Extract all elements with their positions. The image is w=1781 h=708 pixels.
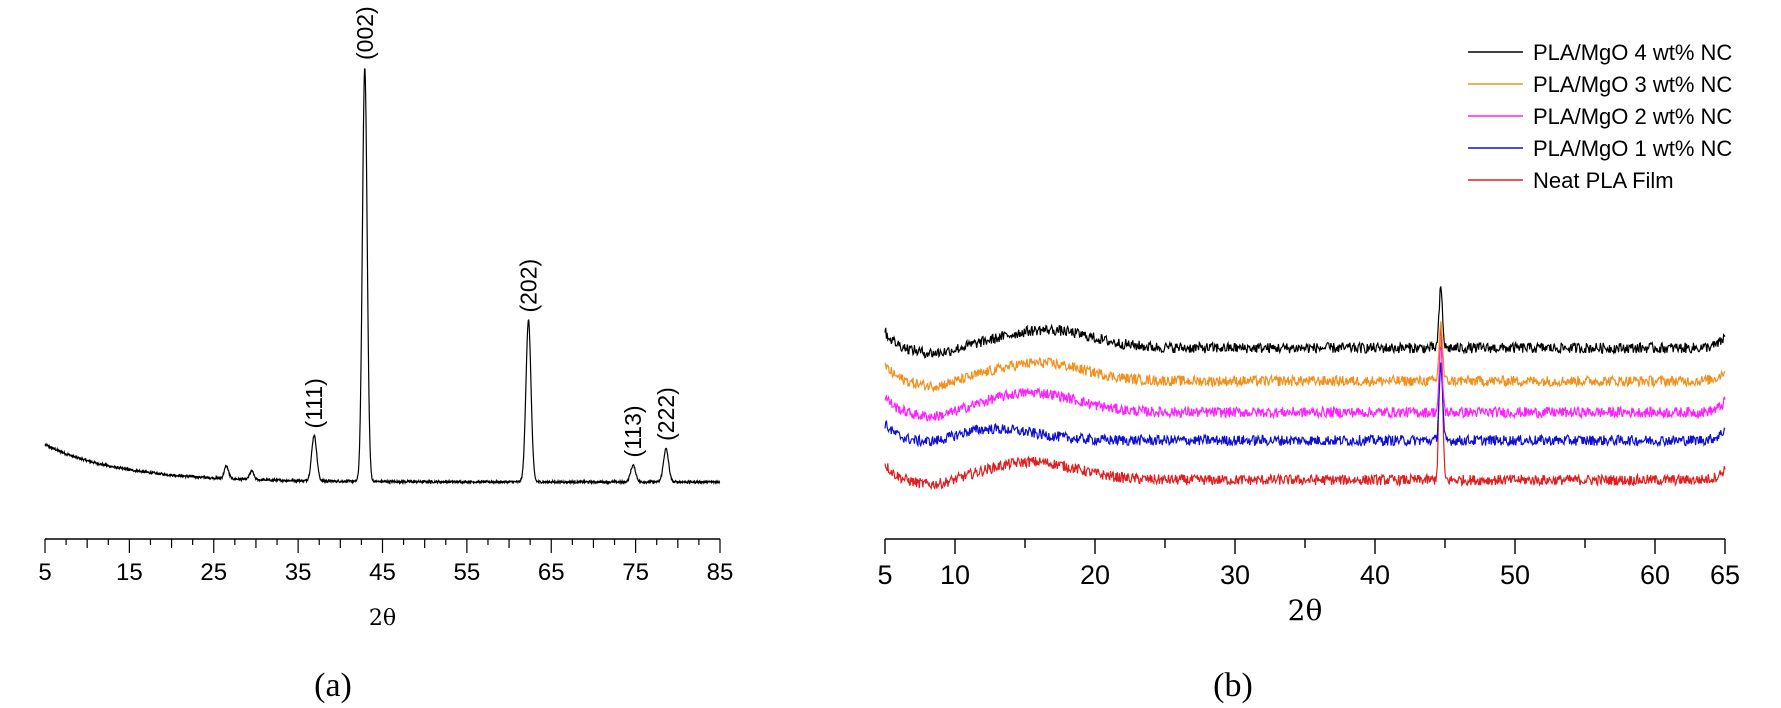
- panel-a-x-tick-label: 75: [622, 559, 649, 586]
- panel-b-x-tick-label: 30: [1220, 560, 1250, 590]
- panel-a-chart: 5 15 25 35 45 55 65 75 85 (111) (002) (202) (113) (2…: [38, 6, 733, 704]
- legend-label: PLA/MgO 1 wt% NC: [1533, 136, 1732, 161]
- panel-a-x-tick-label: 85: [707, 559, 734, 586]
- panel-b-label: (b): [1213, 667, 1253, 704]
- legend-label: PLA/MgO 3 wt% NC: [1533, 72, 1732, 97]
- panel-a-x-tick-label: 35: [285, 559, 312, 586]
- panel-b-x-tick-label: 10: [940, 560, 970, 590]
- panel-b-chart: 5 10 20 30 40 50 60 65 PLA/MgO 4 wt% NCPLA/MgO …: [877, 40, 1740, 704]
- panel-a-x-tick-label: 55: [454, 559, 481, 586]
- legend-label: PLA/MgO 4 wt% NC: [1533, 40, 1732, 65]
- panel-b-x-tick-label: 65: [1710, 560, 1740, 590]
- legend-label: Neat PLA Film: [1533, 168, 1674, 193]
- panel-a-x-axis-title: 2θ: [369, 606, 396, 631]
- panel-a-x-ticks: [44, 539, 721, 553]
- panel-a-peak-label: (111): [301, 378, 327, 428]
- panel-b-x-tick-label: 40: [1360, 560, 1390, 590]
- panel-b-x-tick-label: 5: [877, 560, 892, 590]
- panel-a-x-tick-label: 15: [116, 559, 143, 586]
- panel-b-series-line: [884, 286, 1726, 359]
- panel-b-x-tick-label: 60: [1640, 560, 1670, 590]
- panel-a-peak-label: (002): [352, 6, 378, 60]
- panel-b-x-tick-label: 20: [1080, 560, 1110, 590]
- panel-a-xrd-trace: [44, 68, 721, 486]
- panel-b-series-line: [884, 346, 1726, 422]
- legend-label: PLA/MgO 2 wt% NC: [1533, 104, 1732, 129]
- panel-b-series-traces: [884, 286, 1726, 491]
- panel-a-peak-labels: (111) (002) (202) (113) (222): [301, 6, 679, 457]
- panel-b-x-tick-labels: 5 10 20 30 40 50 60 65: [877, 560, 1740, 590]
- panel-a-x-tick-label: 45: [369, 559, 396, 586]
- panel-b-x-axis-title: 2θ: [1288, 594, 1323, 627]
- panel-a-x-tick-label: 5: [38, 559, 51, 586]
- panel-b-x-tick-label: 50: [1500, 560, 1530, 590]
- panel-a-x-tick-label: 25: [200, 559, 227, 586]
- panel-a-peak-label: (202): [515, 259, 541, 313]
- panel-b-series-line: [884, 362, 1726, 448]
- panel-a-peak-label: (222): [653, 387, 679, 441]
- panel-b-x-ticks: [884, 539, 1726, 554]
- panel-b-series-line: [884, 321, 1726, 394]
- panel-b-legend: PLA/MgO 4 wt% NC PLA/MgO 3 wt% NC PLA/MgO …: [1468, 40, 1732, 193]
- panel-a-x-tick-labels: 5 15 25 35 45 55 65 75 85: [38, 559, 733, 586]
- panel-b-series-line: [884, 327, 1726, 491]
- panel-a-peak-label: (113): [620, 405, 646, 457]
- panel-a-label: (a): [314, 667, 352, 704]
- panel-a-x-tick-label: 65: [538, 559, 565, 586]
